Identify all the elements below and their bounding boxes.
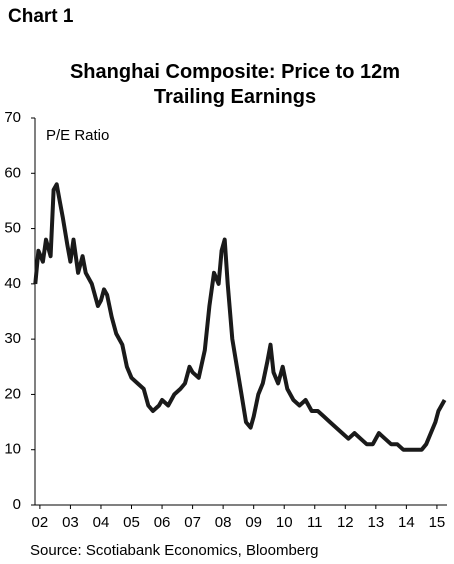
x-tick-label: 15 bbox=[429, 514, 446, 531]
x-tick-label: 02 bbox=[32, 514, 49, 531]
source: Source: Scotiabank Economics, Bloomberg bbox=[30, 542, 318, 559]
x-tick-label: 12 bbox=[337, 514, 354, 531]
y-tick-label: 30 bbox=[4, 330, 21, 347]
y-tick-label: 20 bbox=[4, 385, 21, 402]
x-tick-label: 04 bbox=[93, 514, 110, 531]
y-tick-label: 60 bbox=[4, 164, 21, 181]
y-tick-label: 40 bbox=[4, 275, 21, 292]
y-axis-label: P/E Ratio bbox=[46, 127, 109, 144]
x-tick-label: 09 bbox=[245, 514, 262, 531]
y-tick-label: 50 bbox=[4, 220, 21, 237]
x-tick-label: 03 bbox=[62, 514, 79, 531]
y-tick-label: 70 bbox=[4, 109, 21, 126]
y-tick-label: 0 bbox=[13, 496, 21, 513]
x-tick-label: 10 bbox=[276, 514, 293, 531]
x-tick-label: 14 bbox=[398, 514, 415, 531]
x-tick-label: 06 bbox=[154, 514, 171, 531]
x-tick-label: 05 bbox=[123, 514, 140, 531]
y-tick-label: 10 bbox=[4, 441, 21, 458]
x-tick-label: 13 bbox=[367, 514, 384, 531]
x-tick-label: 11 bbox=[307, 514, 323, 531]
chart-title: Shanghai Composite: Price to 12m Trailin… bbox=[69, 61, 401, 108]
chart-label: Chart 1 bbox=[8, 6, 74, 27]
series-line bbox=[33, 182, 447, 452]
x-tick-label: 07 bbox=[184, 514, 201, 531]
x-tick-label: 08 bbox=[215, 514, 232, 531]
